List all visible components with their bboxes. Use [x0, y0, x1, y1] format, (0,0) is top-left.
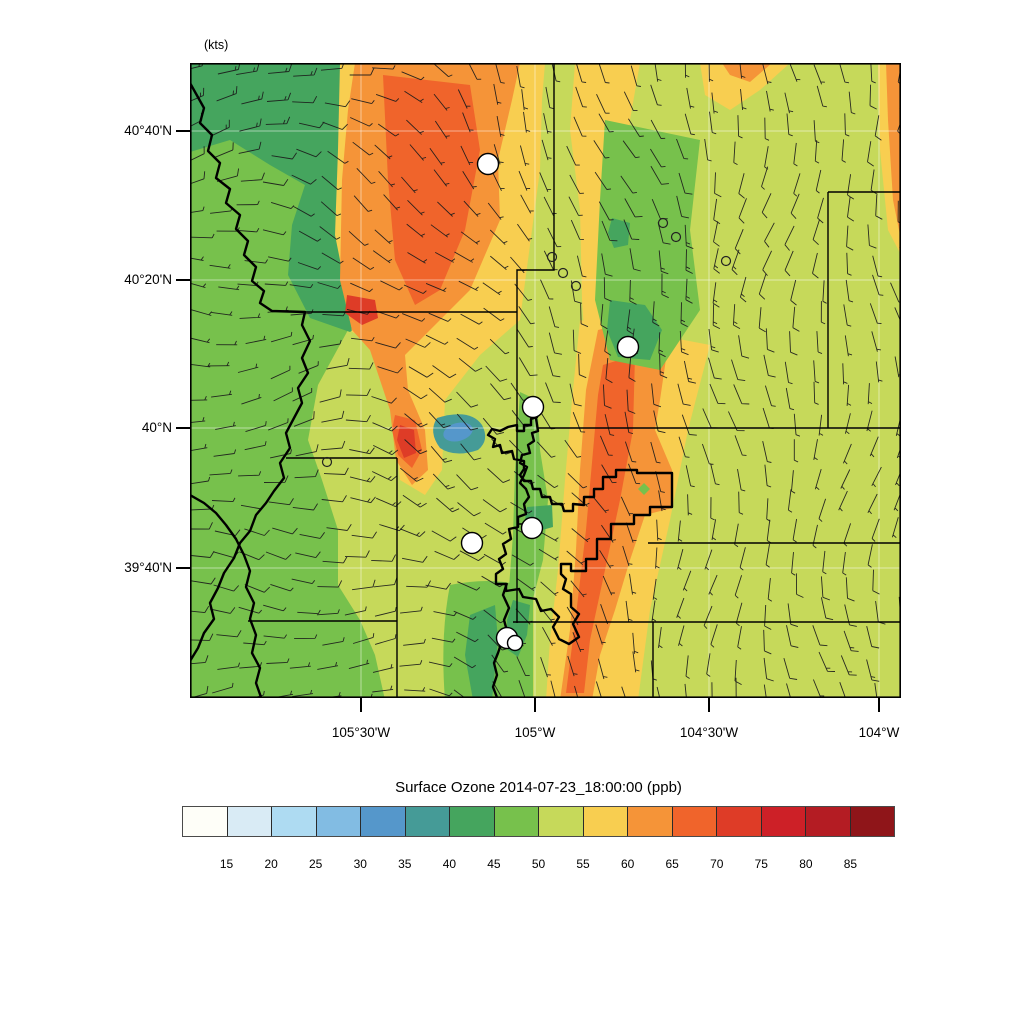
colorbar-tick-label: 40: [442, 857, 457, 871]
ozone-region-northeast-corner-yellow: [700, 63, 790, 110]
colorbar-tick-label: 65: [665, 857, 679, 871]
colorbar-swatch: [405, 807, 450, 836]
colorbar-tick-label: 30: [353, 857, 367, 871]
colorbar-swatch: [583, 807, 628, 836]
x-tick-label: 105°30'W: [331, 725, 391, 740]
map-layers: [190, 63, 901, 698]
monitor-station-marker: [506, 634, 524, 652]
colorbar-swatch: [628, 807, 673, 836]
colorbar-swatch: [717, 807, 762, 836]
colorbar-swatch: [850, 807, 894, 836]
minor-site-circle: [720, 255, 732, 267]
colorbar-title: Surface Ozone 2014-07-23_18:00:00 (ppb): [395, 779, 682, 796]
colorbar-tick-label: 55: [576, 857, 590, 871]
monitor-station-marker: [521, 395, 545, 419]
x-tick-mark: [708, 698, 710, 712]
colorbar-tick-label: 15: [219, 857, 234, 871]
ozone-region-northeast-corner-orange: [722, 63, 772, 82]
colorbar-swatch: [272, 807, 317, 836]
colorbar-tick-label: 85: [843, 857, 858, 871]
colorbar-tick-label: 75: [754, 857, 768, 871]
map-border: [190, 63, 901, 698]
y-tick-mark: [176, 567, 190, 569]
colorbar-swatch: [494, 807, 539, 836]
colorbar-swatch: [316, 807, 361, 836]
monitor-station-marker: [476, 152, 500, 176]
ozone-region-darkgreen-finger-bottom: [465, 605, 498, 698]
y-tick-label: 40°N: [141, 420, 172, 435]
minor-site-circle: [546, 251, 558, 263]
ozone-map: [190, 63, 901, 698]
minor-site-circle: [570, 280, 582, 292]
county-line: [516, 63, 555, 312]
ozone-region-blue-core: [443, 422, 473, 442]
x-tick-label: 104°W: [858, 725, 900, 740]
monitor-station-marker: [616, 335, 640, 359]
map-panel: [190, 63, 901, 698]
y-tick-label: 40°40'N: [124, 123, 172, 138]
ozone-region-aurora-green-diamond: [638, 483, 650, 495]
minor-site-circle: [557, 267, 569, 279]
y-tick-label: 40°20'N: [124, 272, 172, 287]
minor-site-circle: [670, 231, 682, 243]
colorbar-swatch: [806, 807, 851, 836]
x-tick-mark: [360, 698, 362, 712]
colorbar-tick-label: 20: [264, 857, 278, 871]
ozone-region-southeast-orange-core: [566, 355, 635, 693]
colorbar-tick-label: 50: [531, 857, 546, 871]
colorbar: [182, 806, 895, 837]
minor-site-circle: [657, 217, 669, 229]
y-tick-label: 39°40'N: [124, 560, 172, 575]
x-tick-label: 104°30'W: [679, 725, 739, 740]
colorbar-tick-label: 35: [398, 857, 412, 871]
colorbar-tick-label: 25: [309, 857, 323, 871]
monitor-station-marker: [460, 531, 484, 555]
wind-units-label: (kts): [204, 38, 229, 52]
colorbar-swatch: [227, 807, 272, 836]
x-tick-label: 105°W: [514, 725, 556, 740]
colorbar-swatch: [450, 807, 495, 836]
colorbar-swatch: [539, 807, 584, 836]
y-tick-mark: [176, 427, 190, 429]
y-tick-mark: [176, 279, 190, 281]
y-tick-mark: [176, 130, 190, 132]
county-line-bold: [190, 493, 263, 698]
colorbar-swatch: [761, 807, 806, 836]
colorbar-tick-label: 45: [487, 857, 501, 871]
denver-city-boundary: [486, 410, 674, 646]
colorbar-tick-label: 70: [710, 857, 724, 871]
minor-site-circle: [321, 456, 333, 468]
ozone-region-right-edge-orange: [886, 63, 901, 240]
ozone-region-red-spot-west: [345, 295, 378, 325]
colorbar-swatch: [361, 807, 406, 836]
colorbar-tick-label: 80: [799, 857, 813, 871]
graticule: [190, 63, 901, 698]
ozone-region-redorange-plume-core: [383, 75, 480, 305]
county-lines: [248, 63, 901, 698]
colorbar-swatch: [183, 807, 228, 836]
x-tick-mark: [534, 698, 536, 712]
x-tick-mark: [878, 698, 880, 712]
county-line-bold: [190, 82, 312, 662]
colorbar-tick-label: 60: [620, 857, 635, 871]
colorbar-swatch: [672, 807, 717, 836]
monitor-station-marker: [520, 516, 544, 540]
